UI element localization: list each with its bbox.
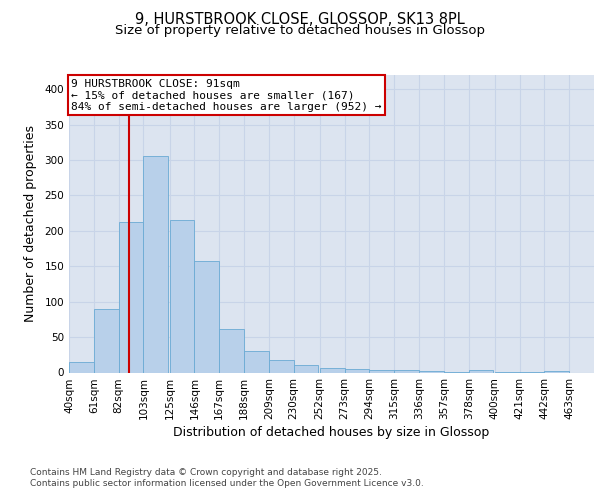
Bar [394, 370, 419, 372]
Bar [69, 362, 94, 372]
Bar [219, 328, 244, 372]
Bar [293, 366, 319, 372]
Text: Contains HM Land Registry data © Crown copyright and database right 2025.
Contai: Contains HM Land Registry data © Crown c… [30, 468, 424, 487]
Bar [269, 360, 293, 372]
Bar [170, 220, 194, 372]
Bar [94, 310, 119, 372]
Bar [119, 222, 143, 372]
Bar [143, 156, 169, 372]
Text: 9, HURSTBROOK CLOSE, GLOSSOP, SK13 8PL: 9, HURSTBROOK CLOSE, GLOSSOP, SK13 8PL [135, 12, 465, 28]
Bar [244, 351, 269, 372]
Bar [469, 370, 493, 372]
Y-axis label: Number of detached properties: Number of detached properties [25, 125, 37, 322]
Bar [544, 371, 569, 372]
Text: 9 HURSTBROOK CLOSE: 91sqm
← 15% of detached houses are smaller (167)
84% of semi: 9 HURSTBROOK CLOSE: 91sqm ← 15% of detac… [71, 78, 382, 112]
X-axis label: Distribution of detached houses by size in Glossop: Distribution of detached houses by size … [173, 426, 490, 440]
Bar [194, 260, 219, 372]
Bar [370, 370, 394, 372]
Text: Size of property relative to detached houses in Glossop: Size of property relative to detached ho… [115, 24, 485, 37]
Bar [344, 369, 370, 372]
Bar [419, 371, 444, 372]
Bar [320, 368, 344, 372]
